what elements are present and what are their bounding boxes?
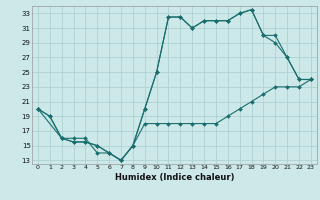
X-axis label: Humidex (Indice chaleur): Humidex (Indice chaleur) [115, 173, 234, 182]
